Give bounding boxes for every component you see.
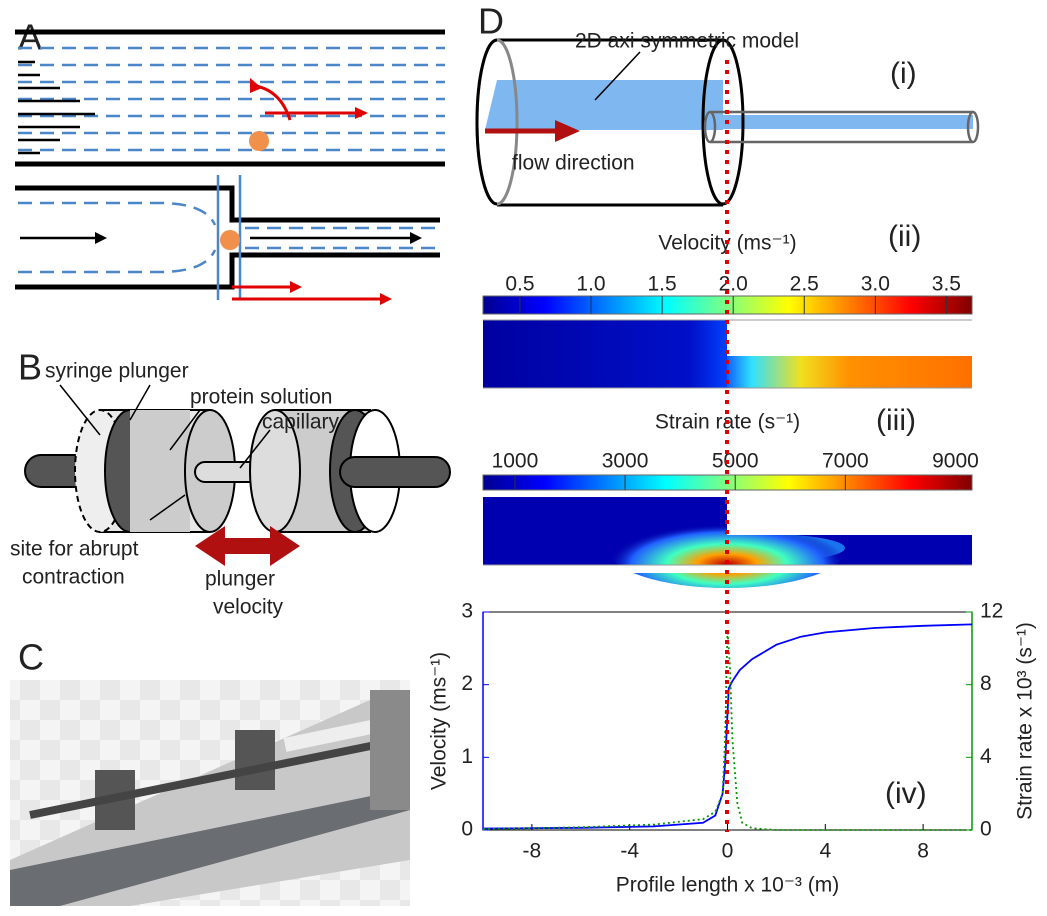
colorbar-tick-label: 3.5: [932, 273, 961, 296]
y2-axis-title: Strain rate x 10³ (s⁻¹): [1014, 622, 1037, 820]
y-tick-label: 1: [461, 745, 473, 768]
y2-tick-label: 4: [980, 745, 992, 768]
panel-label: C: [18, 637, 44, 678]
label: 2D axi symmetric model: [575, 30, 799, 53]
label: site for abrupt: [10, 538, 139, 561]
panel-a: A: [15, 17, 445, 305]
annotation: (iv): [885, 777, 927, 810]
panel-d: D 2D axi symmetric model (i) flow direct…: [428, 1, 1037, 897]
y-tick-label: 2: [461, 672, 473, 695]
colorbar-tick-label: 9000: [932, 450, 979, 473]
colorbar-tick-label: 0.5: [505, 273, 534, 296]
y-tick-label: 0: [461, 818, 473, 841]
x-tick-label: -4: [620, 840, 639, 863]
label: velocity: [213, 596, 284, 619]
x-axis-title: Profile length x 10⁻³ (m): [616, 874, 840, 897]
y2-tick-label: 12: [980, 600, 1003, 623]
panel-c: C: [10, 637, 410, 906]
colorbar-tick-label: 3.0: [861, 273, 890, 296]
colorbar-tick-label: 1.5: [648, 273, 677, 296]
colorbar-tick-label: 3000: [602, 450, 649, 473]
panel-b: B syringe plunger protein solution capil…: [10, 347, 450, 619]
colorbar-tick-label: 5000: [712, 450, 759, 473]
colorbar-tick-label: 1.0: [576, 273, 605, 296]
label: syringe plunger: [45, 360, 189, 383]
y-tick-label: 3: [461, 600, 473, 623]
figure: A B syringe plunger protein solution cap…: [0, 0, 1047, 916]
label: flow direction: [512, 152, 635, 175]
x-tick-label: 8: [917, 840, 929, 863]
x-tick-label: 0: [722, 840, 734, 863]
panel-label: A: [18, 17, 42, 58]
label: plunger: [205, 568, 275, 591]
y2-tick-label: 8: [980, 672, 992, 695]
label: protein solution: [190, 386, 332, 409]
y2-tick-label: 0: [980, 818, 992, 841]
y-axis-title: Velocity (ms⁻¹): [428, 652, 451, 790]
label: (iii): [876, 404, 916, 437]
x-tick-label: 4: [819, 840, 831, 863]
panel-label: D: [478, 1, 504, 42]
label: contraction: [22, 566, 125, 589]
label: capillary: [262, 411, 340, 434]
label: (i): [890, 57, 917, 90]
label: (ii): [888, 220, 921, 253]
colorbar-tick-label: 2.0: [719, 273, 748, 296]
colorbar-tick-label: 1000: [492, 450, 539, 473]
colorbar-tick-label: 7000: [822, 450, 869, 473]
x-tick-label: -8: [523, 840, 542, 863]
panel-label: B: [18, 347, 42, 388]
colorbar-tick-label: 2.5: [790, 273, 819, 296]
